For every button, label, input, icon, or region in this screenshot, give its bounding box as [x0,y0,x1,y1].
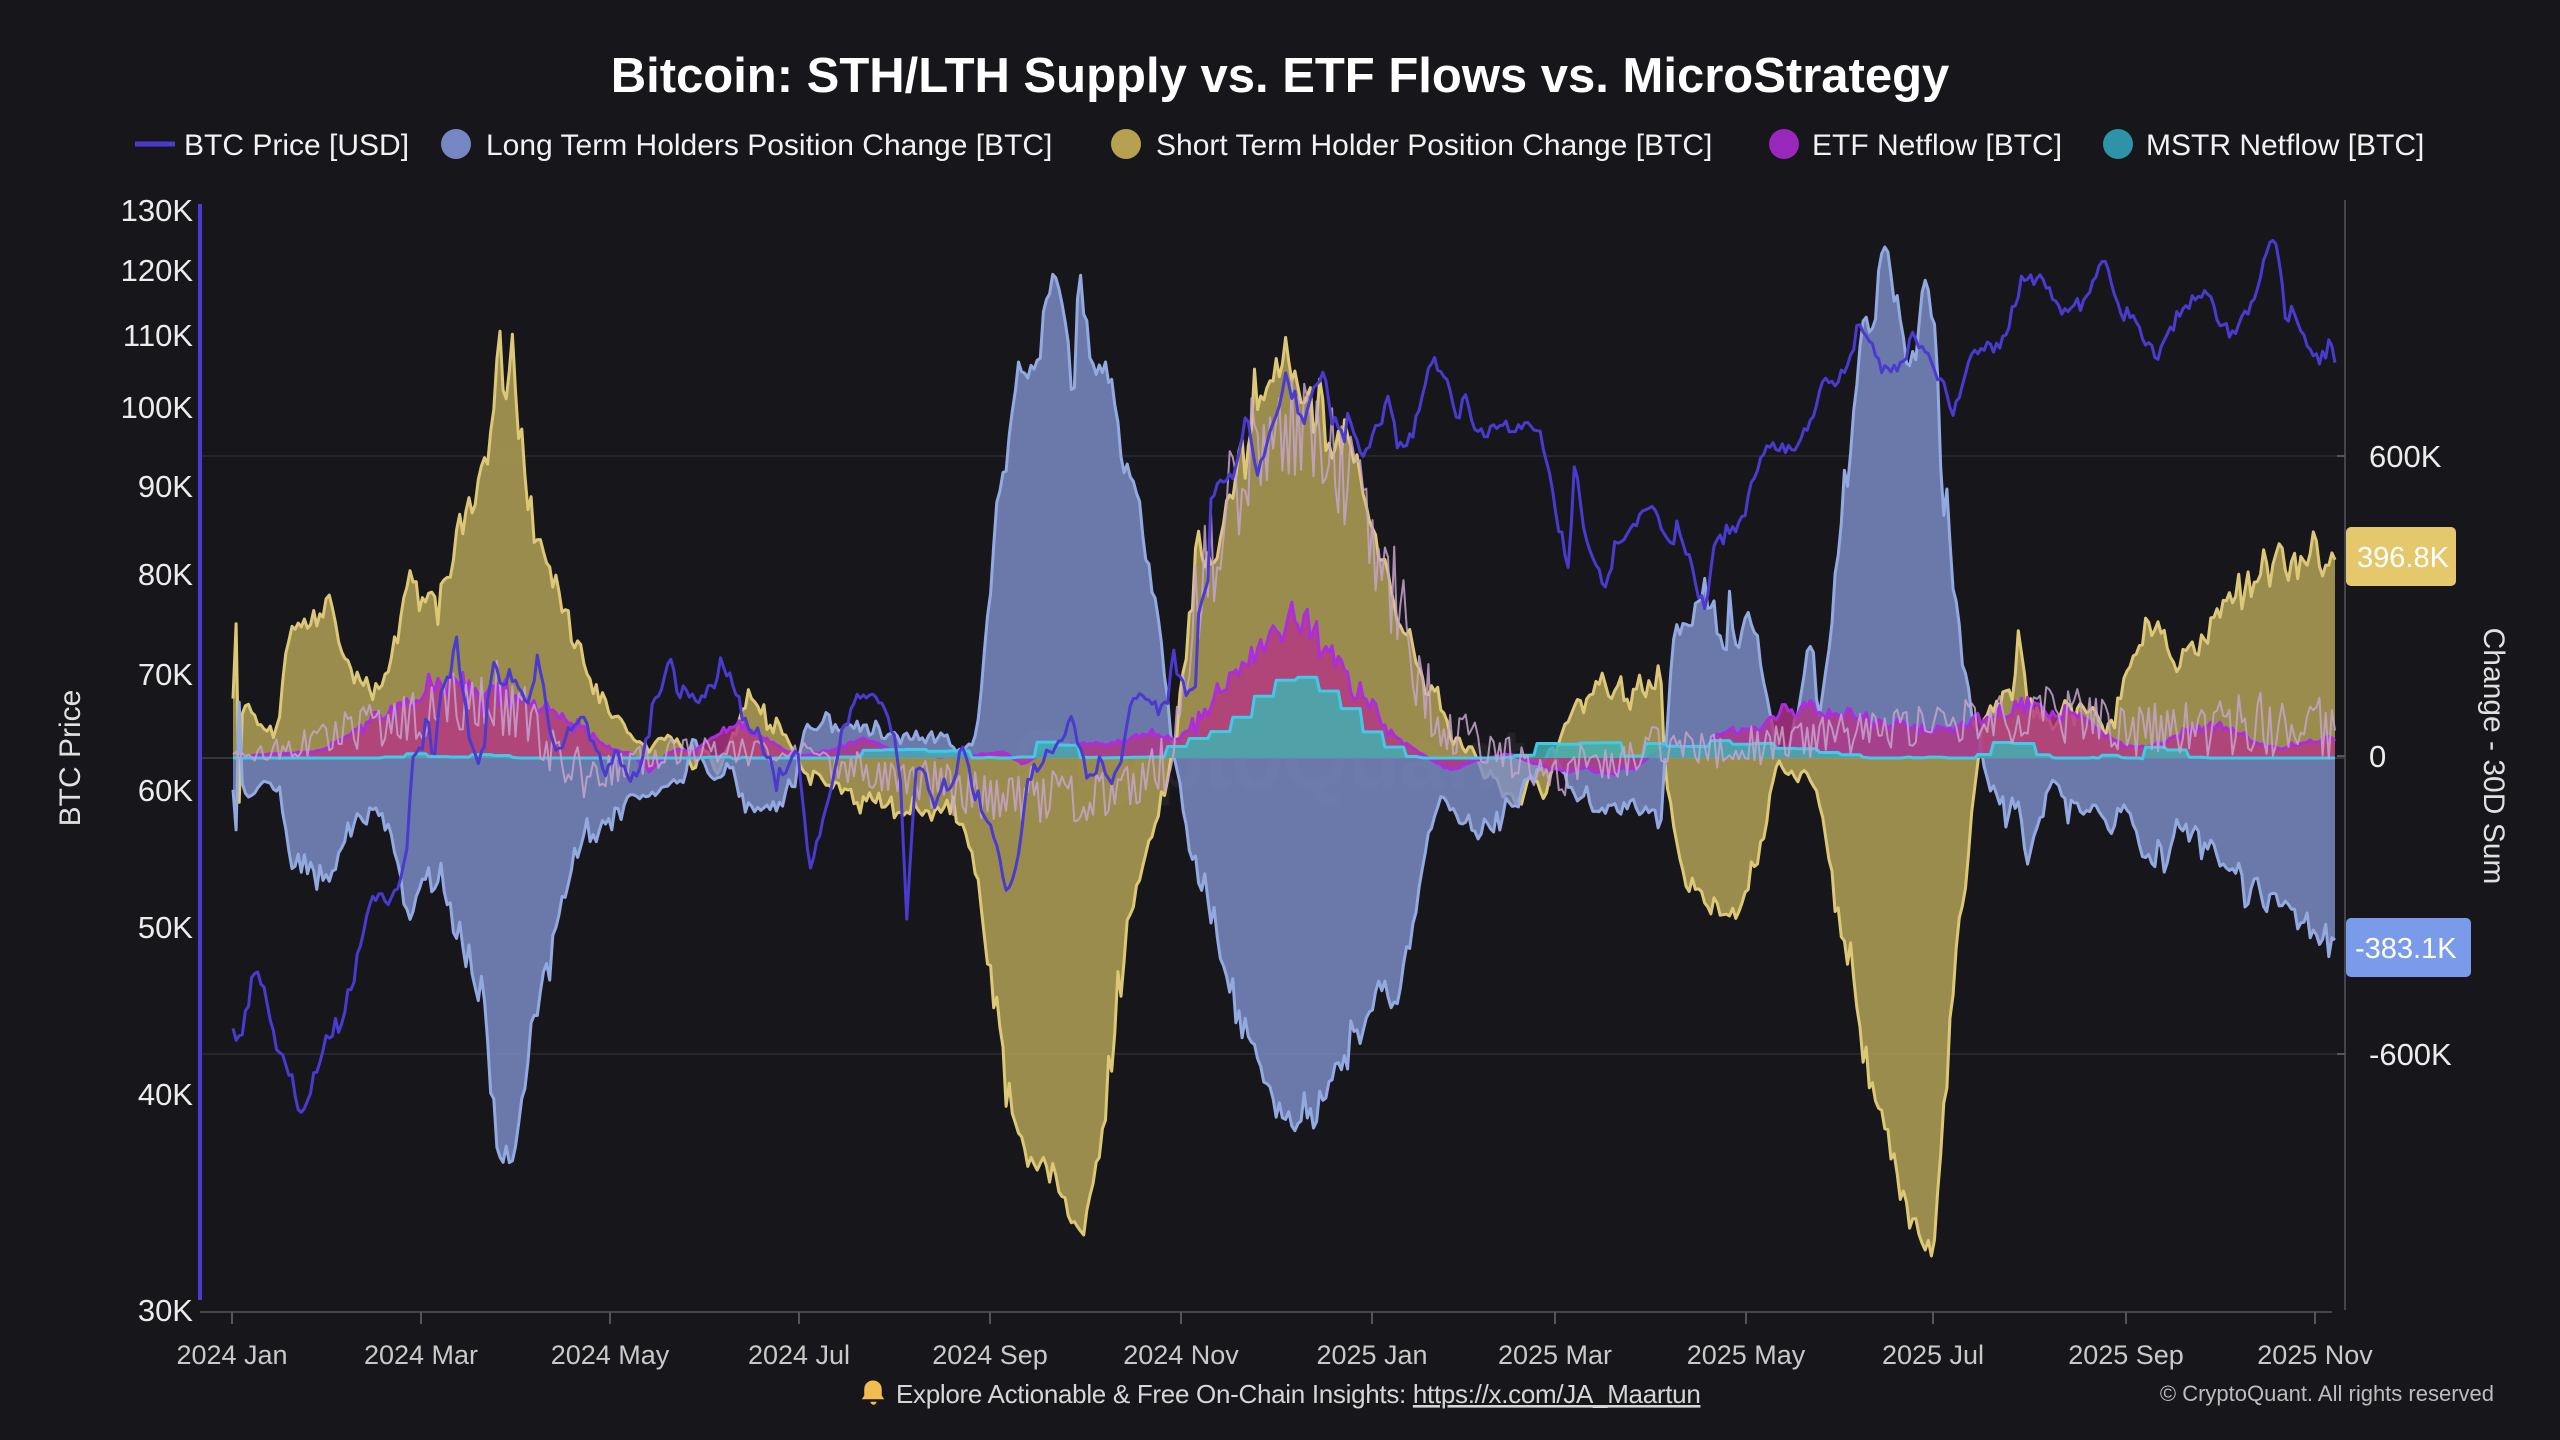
svg-text:0: 0 [2369,739,2386,774]
svg-text:Explore Actionable & Free On-C: Explore Actionable & Free On-Chain Insig… [896,1379,1700,1409]
svg-text:2024 Nov: 2024 Nov [1123,1340,1239,1370]
svg-text:80K: 80K [138,557,193,592]
svg-text:396.8K: 396.8K [2357,542,2450,574]
svg-text:30K: 30K [138,1293,193,1328]
svg-text:40K: 40K [138,1077,193,1112]
svg-text:600K: 600K [2369,439,2442,474]
svg-text:2025 Nov: 2025 Nov [2257,1340,2373,1370]
svg-text:Short Term Holder Position Cha: Short Term Holder Position Change [BTC] [1156,129,1712,162]
svg-text:2025 Mar: 2025 Mar [1498,1340,1612,1370]
svg-text:90K: 90K [138,469,193,504]
svg-text:70K: 70K [138,657,193,692]
svg-text:2024 Sep: 2024 Sep [932,1340,1048,1370]
svg-text:120K: 120K [121,253,194,288]
svg-text:2024 Jul: 2024 Jul [748,1340,850,1370]
svg-text:60K: 60K [138,773,193,808]
svg-text:© CryptoQuant. All rights rese: © CryptoQuant. All rights reserved [2160,1381,2494,1406]
svg-text:2024 Jan: 2024 Jan [176,1340,287,1370]
svg-text:MSTR Netflow [BTC]: MSTR Netflow [BTC] [2146,129,2424,162]
svg-text:Change - 30D Sum: Change - 30D Sum [2477,628,2510,885]
svg-text:130K: 130K [121,193,194,228]
svg-text:2025 May: 2025 May [1687,1340,1806,1370]
svg-text:-600K: -600K [2369,1037,2452,1072]
svg-text:2025 Jan: 2025 Jan [1316,1340,1427,1370]
svg-text:50K: 50K [138,910,193,945]
svg-text:Long Term Holders Position Cha: Long Term Holders Position Change [BTC] [486,129,1052,162]
svg-text:BTC Price [USD]: BTC Price [USD] [184,129,409,162]
svg-text:2024 May: 2024 May [551,1340,670,1370]
svg-text:2024 Mar: 2024 Mar [364,1340,478,1370]
svg-text:-383.1K: -383.1K [2355,933,2457,965]
svg-text:100K: 100K [121,390,194,425]
svg-text:BTC Price: BTC Price [54,690,87,827]
svg-text:110K: 110K [123,318,193,353]
svg-text:2025 Sep: 2025 Sep [2068,1340,2184,1370]
svg-text:2025 Jul: 2025 Jul [1882,1340,1984,1370]
svg-text:ETF Netflow [BTC]: ETF Netflow [BTC] [1812,129,2062,162]
svg-text:Bitcoin: STH/LTH Supply vs. ET: Bitcoin: STH/LTH Supply vs. ETF Flows vs… [611,49,1950,103]
